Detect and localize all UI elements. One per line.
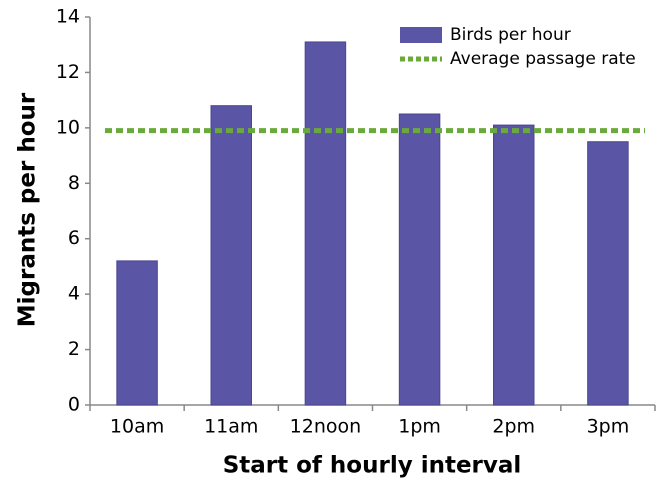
y-tick-label: 2	[68, 338, 80, 360]
bar	[493, 124, 535, 406]
y-tick-label: 8	[68, 172, 80, 194]
y-axis-title: Migrants per hour	[15, 92, 41, 327]
y-tick-label: 12	[56, 61, 80, 83]
x-tick-label: 3pm	[587, 416, 630, 438]
x-axis-title: Start of hourly interval	[223, 453, 522, 479]
bar	[116, 260, 158, 406]
legend-label: Birds per hour	[450, 25, 571, 45]
bar	[210, 105, 252, 406]
y-tick-label: 0	[68, 394, 80, 416]
bar	[587, 141, 629, 406]
legend-label: Average passage rate	[450, 49, 636, 69]
bar	[304, 41, 347, 406]
y-tick-label: 4	[68, 283, 80, 305]
x-tick-label: 1pm	[398, 416, 441, 438]
x-tick-label: 12noon	[290, 416, 362, 438]
x-tick-label: 11am	[204, 416, 258, 438]
y-tick-label: 10	[56, 116, 80, 138]
x-tick-label: 10am	[110, 416, 164, 438]
x-tick-label: 2pm	[492, 416, 535, 438]
legend-swatch	[400, 27, 442, 43]
bar	[398, 113, 441, 406]
y-tick-label: 14	[56, 6, 80, 28]
y-tick-label: 6	[68, 227, 80, 249]
